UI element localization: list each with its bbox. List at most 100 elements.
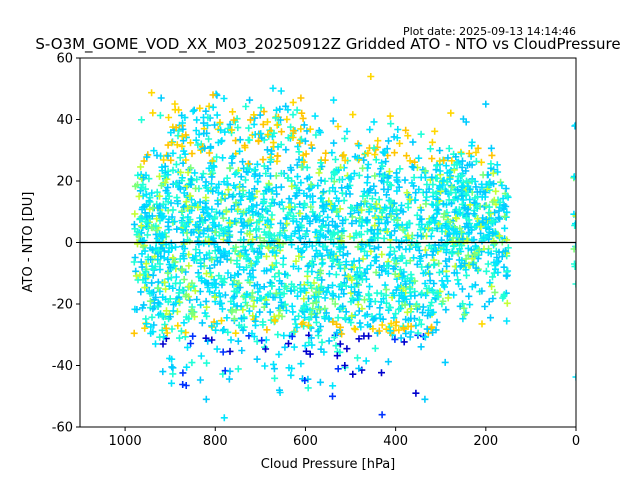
- scatter-point: [417, 173, 425, 181]
- scatter-point: [228, 159, 236, 167]
- scatter-point: [426, 277, 434, 285]
- scatter-point: [176, 185, 184, 193]
- scatter-point: [253, 281, 261, 289]
- scatter-point: [348, 312, 356, 320]
- scatter-point: [490, 180, 498, 188]
- scatter-point: [226, 233, 234, 241]
- scatter-point: [392, 205, 400, 213]
- scatter-point: [435, 259, 443, 267]
- scatter-point: [433, 318, 441, 326]
- scatter-point: [139, 243, 147, 251]
- scatter-point: [435, 269, 443, 276]
- scatter-point: [229, 193, 237, 201]
- scatter-point: [392, 260, 400, 268]
- scatter-point: [381, 203, 389, 211]
- scatter-point: [229, 108, 236, 116]
- scatter-point: [353, 154, 361, 162]
- scatter-point: [414, 329, 422, 337]
- scatter-point: [307, 181, 315, 188]
- scatter-point: [472, 264, 480, 272]
- scatter-point: [236, 252, 244, 260]
- scatter-point: [300, 158, 308, 166]
- scatter-point: [458, 164, 466, 171]
- scatter-point: [277, 169, 285, 177]
- scatter-point: [253, 355, 261, 363]
- scatter-point: [293, 218, 301, 226]
- scatter-point: [309, 198, 317, 206]
- scatter-point: [415, 185, 423, 193]
- scatter-point: [193, 296, 201, 303]
- scatter-point: [256, 111, 264, 119]
- scatter-point: [240, 323, 248, 331]
- scatter-point: [361, 269, 369, 277]
- scatter-point: [250, 111, 258, 119]
- scatter-point: [300, 121, 308, 129]
- scatter-point: [210, 276, 218, 284]
- scatter-point: [329, 382, 337, 390]
- scatter-point: [258, 205, 266, 213]
- scatter-point: [177, 168, 184, 176]
- scatter-point: [218, 305, 226, 313]
- scatter-point: [430, 261, 438, 269]
- scatter-point: [417, 320, 425, 328]
- scatter-point: [318, 163, 326, 170]
- scatter-point: [384, 218, 392, 226]
- scatter-point: [205, 164, 213, 172]
- scatter-point: [205, 249, 213, 257]
- scatter-point: [182, 293, 190, 301]
- scatter-point: [256, 234, 264, 242]
- scatter-point: [276, 243, 284, 251]
- scatter-point: [341, 156, 349, 164]
- scatter-point: [370, 245, 378, 253]
- scatter-point: [281, 343, 289, 351]
- scatter-point: [156, 266, 164, 274]
- scatter-point: [278, 198, 286, 206]
- scatter-point: [202, 182, 209, 190]
- scatter-point: [391, 227, 399, 235]
- scatter-point: [455, 206, 463, 214]
- scatter-point: [421, 395, 429, 403]
- scatter-point: [355, 171, 363, 179]
- scatter-point: [406, 157, 414, 165]
- scatter-point: [395, 243, 403, 251]
- scatter-point: [205, 135, 213, 143]
- scatter-point: [403, 189, 411, 197]
- scatter-point: [383, 191, 390, 199]
- scatter-point: [275, 286, 283, 293]
- y-tick-label: 60: [56, 52, 73, 67]
- scatter-point: [249, 203, 257, 211]
- scatter-point: [492, 259, 500, 267]
- scatter-point: [503, 192, 511, 200]
- scatter-point: [402, 245, 410, 253]
- scatter-point: [413, 211, 421, 219]
- scatter-point: [357, 323, 365, 331]
- scatter-point: [485, 228, 493, 236]
- scatter-point: [317, 230, 324, 238]
- scatter-point: [297, 235, 304, 242]
- scatter-point: [489, 169, 497, 177]
- scatter-point: [245, 207, 253, 215]
- scatter-point: [407, 305, 415, 313]
- scatter-point: [161, 321, 169, 329]
- scatter-point: [205, 149, 213, 157]
- scatter-point: [444, 277, 452, 285]
- scatter-point: [477, 158, 485, 166]
- scatter-point: [363, 227, 371, 235]
- scatter-point: [308, 310, 315, 318]
- scatter-point: [370, 315, 378, 323]
- scatter-point: [225, 375, 233, 383]
- scatter-point: [492, 187, 500, 195]
- scatter-point: [478, 183, 486, 191]
- scatter-point: [251, 114, 259, 122]
- scatter-point: [408, 179, 416, 187]
- scatter-point: [159, 340, 167, 348]
- scatter-point: [471, 251, 479, 259]
- scatter-point: [242, 168, 250, 176]
- scatter-point: [200, 255, 208, 263]
- scatter-point: [384, 358, 392, 366]
- scatter-point: [452, 153, 460, 161]
- scatter-point: [208, 256, 216, 264]
- scatter-point: [199, 170, 207, 178]
- scatter-point: [467, 246, 475, 254]
- scatter-point: [244, 217, 252, 225]
